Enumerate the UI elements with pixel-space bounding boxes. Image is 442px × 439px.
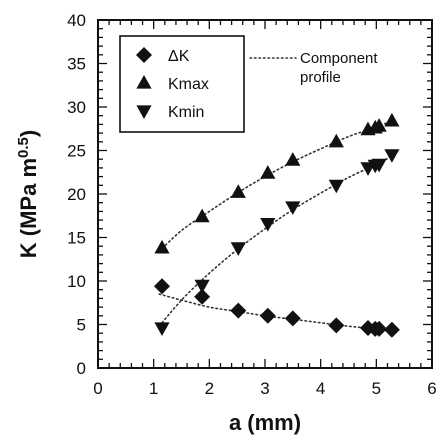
x-axis-title: a (mm) <box>229 410 301 435</box>
data-point-kmax <box>230 184 246 198</box>
data-point-kmin <box>154 322 170 336</box>
data-point-dk <box>284 310 301 327</box>
data-point-kmax <box>260 165 276 179</box>
data-point-dk <box>371 320 388 337</box>
data-point-dk <box>259 307 276 324</box>
data-point-kmin <box>384 149 400 163</box>
y-tick-label: 15 <box>67 229 86 248</box>
legend-marker-dk <box>136 47 152 63</box>
data-point-dk <box>194 288 211 305</box>
data-point-dk <box>328 317 345 334</box>
y-tick-label: 30 <box>67 98 86 117</box>
profile-line-kmin <box>158 153 397 327</box>
legend-label-dk: ΔK <box>168 48 190 65</box>
data-point-dk <box>383 321 400 338</box>
x-tick-label: 6 <box>427 379 436 398</box>
y-tick-label: 25 <box>67 142 86 161</box>
data-point-kmax <box>371 118 387 132</box>
data-point-dk <box>154 278 170 295</box>
y-tick-label: 0 <box>77 359 86 378</box>
y-tick-label: 35 <box>67 55 86 74</box>
data-point-kmin <box>328 179 344 194</box>
x-tick-label: 4 <box>316 379 325 398</box>
data-point-kmin <box>230 242 246 256</box>
data-point-kmin <box>194 279 210 294</box>
x-tick-label: 2 <box>205 379 214 398</box>
data-point-kmin <box>260 218 276 232</box>
legend-marker-kmin <box>136 105 152 119</box>
x-tick-label: 3 <box>260 379 269 398</box>
data-point-kmax <box>384 112 400 127</box>
y-tick-label: 40 <box>67 11 86 30</box>
x-tick-label: 0 <box>93 379 102 398</box>
y-tick-label: 10 <box>67 272 86 291</box>
profile-line-dk <box>158 293 397 332</box>
data-point-kmax <box>154 239 170 254</box>
data-point-kmin <box>285 201 301 215</box>
y-tick-label: 20 <box>67 185 86 204</box>
legend-label-kmin: Kmin <box>168 104 204 121</box>
data-point-kmax <box>328 133 344 148</box>
x-tick-label: 1 <box>149 379 158 398</box>
annotation-label-line2: profile <box>300 69 341 86</box>
legend-label-kmax: Kmax <box>168 76 209 93</box>
annotation-label-line1: Component <box>300 50 378 67</box>
data-point-kmin <box>371 158 387 173</box>
legend-marker-kmax <box>136 75 152 89</box>
data-point-kmax <box>194 208 210 223</box>
y-tick-label: 5 <box>77 316 86 335</box>
profile-line-kmax <box>158 118 397 253</box>
x-tick-label: 5 <box>372 379 381 398</box>
data-point-kmax <box>285 152 301 166</box>
data-point-dk <box>230 302 247 319</box>
y-axis-title: K (MPa m0.5) <box>15 130 42 258</box>
